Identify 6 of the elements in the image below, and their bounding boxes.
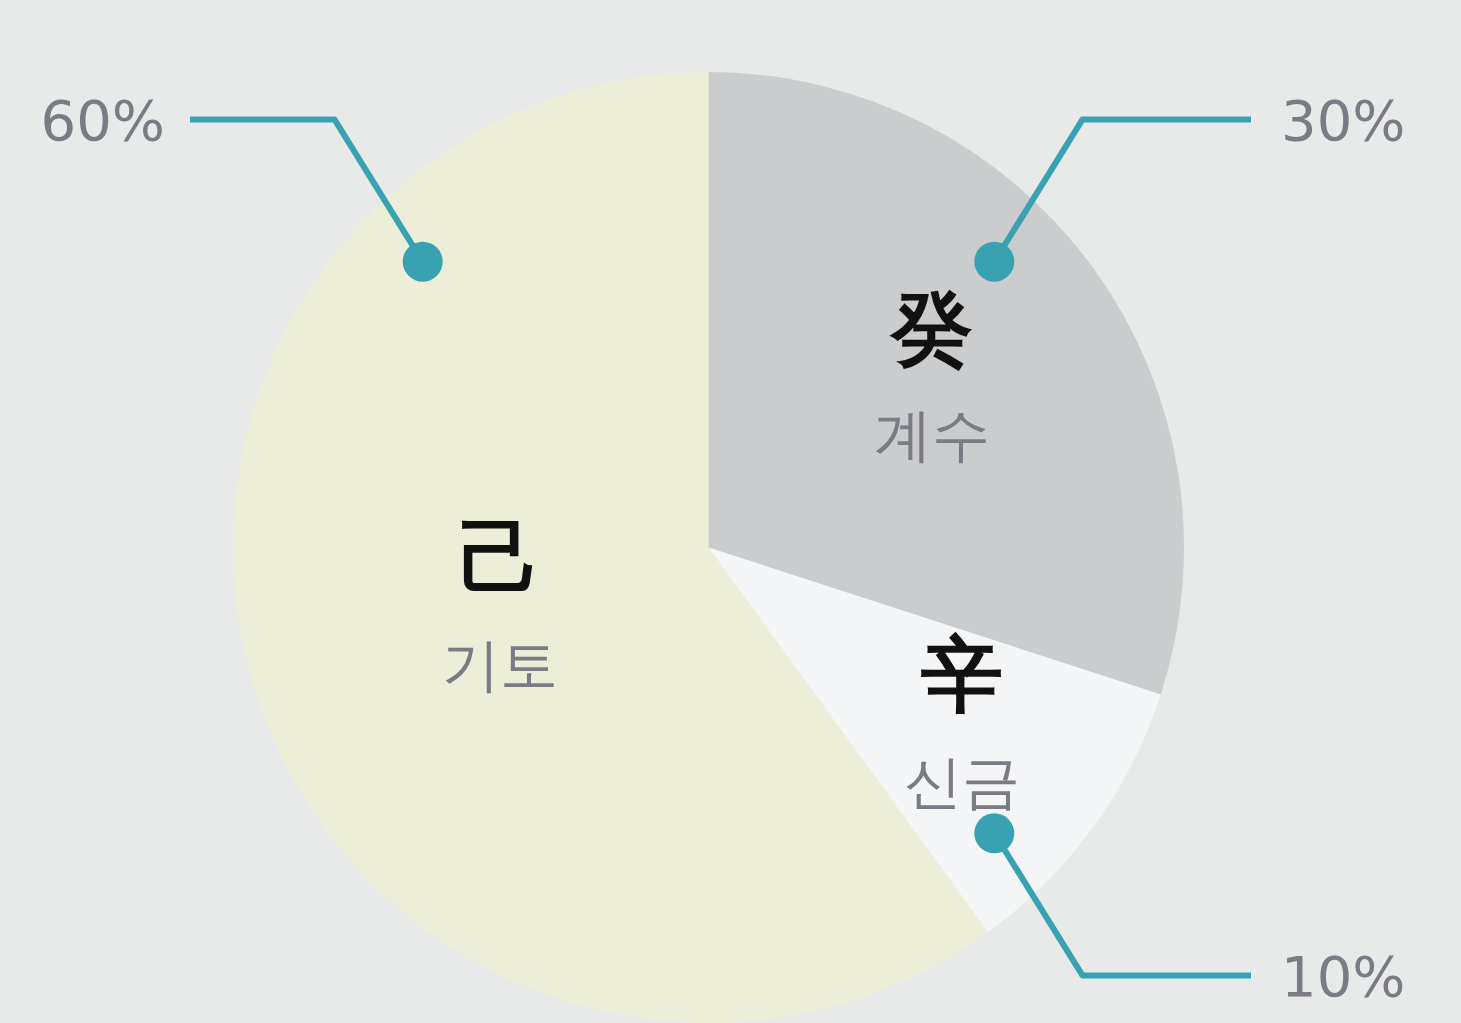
slice-label: 癸 계수 [873,280,990,470]
slice-label: 己 기토 [442,510,559,700]
data-label: 60% [40,88,165,154]
slice-label: 辛 신금 [904,627,1021,817]
data-label: 30% [1281,88,1406,154]
data-label: 10% [1281,944,1406,1009]
